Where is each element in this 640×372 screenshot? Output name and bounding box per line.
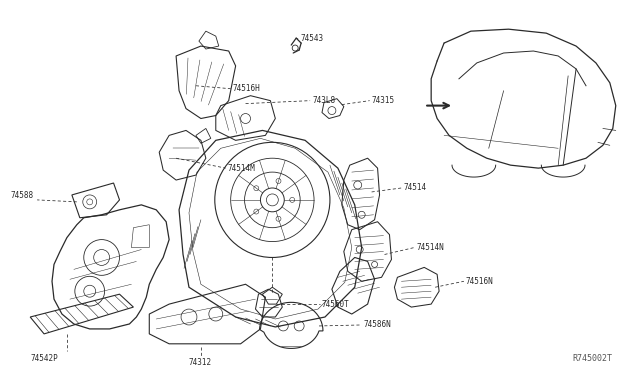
Text: 74516H: 74516H — [233, 84, 260, 93]
Text: 74588: 74588 — [10, 192, 33, 201]
Text: 74586N: 74586N — [364, 320, 392, 330]
Text: 74514: 74514 — [403, 183, 426, 192]
Text: 74514M: 74514M — [228, 164, 255, 173]
Text: 74560T: 74560T — [322, 299, 349, 309]
Text: 74543: 74543 — [300, 33, 323, 43]
Text: 74312: 74312 — [189, 358, 212, 367]
Text: R745002T: R745002T — [573, 354, 612, 363]
Text: 74542P: 74542P — [30, 354, 58, 363]
Text: 74315: 74315 — [372, 96, 395, 105]
Text: 74516N: 74516N — [466, 277, 493, 286]
Text: 74514N: 74514N — [416, 243, 444, 252]
Text: 743L8: 743L8 — [312, 96, 335, 105]
